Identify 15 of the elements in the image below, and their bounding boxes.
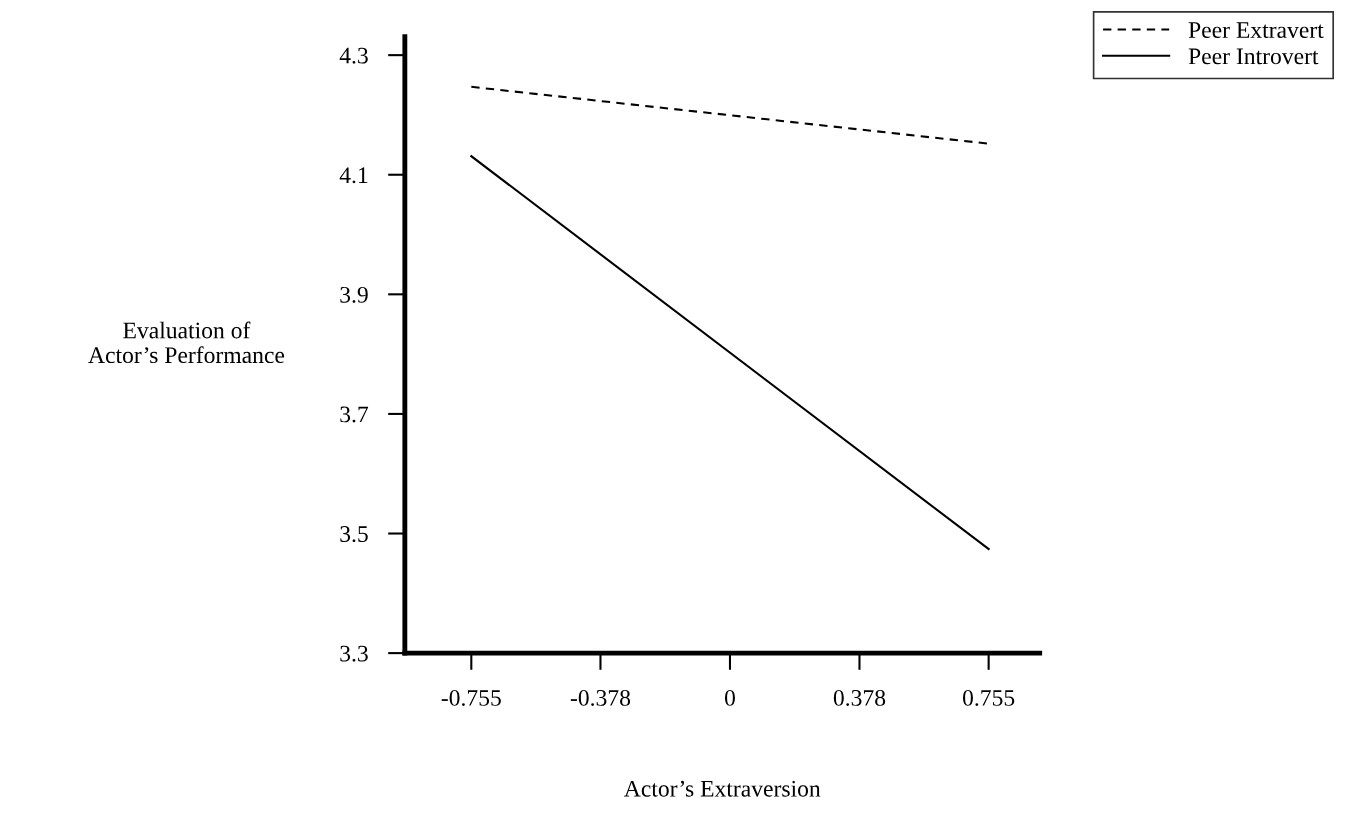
x-tick-label: 0.378 (833, 689, 886, 706)
x-tick-label: -0.378 (570, 689, 631, 706)
y-tick-label: 3.3 (340, 645, 368, 662)
y-axis-title: Evaluation of Actor’s Performance (88, 321, 285, 364)
x-tick-label: -0.755 (441, 689, 501, 706)
y-tick-label: 3.7 (340, 406, 369, 423)
y-tick-label: 3.9 (340, 286, 368, 303)
x-tick-label: 0.755 (962, 689, 1015, 706)
y-tick-label: 3.5 (340, 526, 368, 543)
x-axis-title: Actor’s Extraversion (624, 780, 821, 797)
legend-label: Peer Extravert (1188, 22, 1324, 39)
y-tick-label: 4.1 (339, 167, 368, 184)
x-tick-label: 0 (724, 689, 735, 706)
y-tick-label: 4.3 (339, 47, 368, 64)
legend-label: Peer Introvert (1188, 48, 1319, 65)
